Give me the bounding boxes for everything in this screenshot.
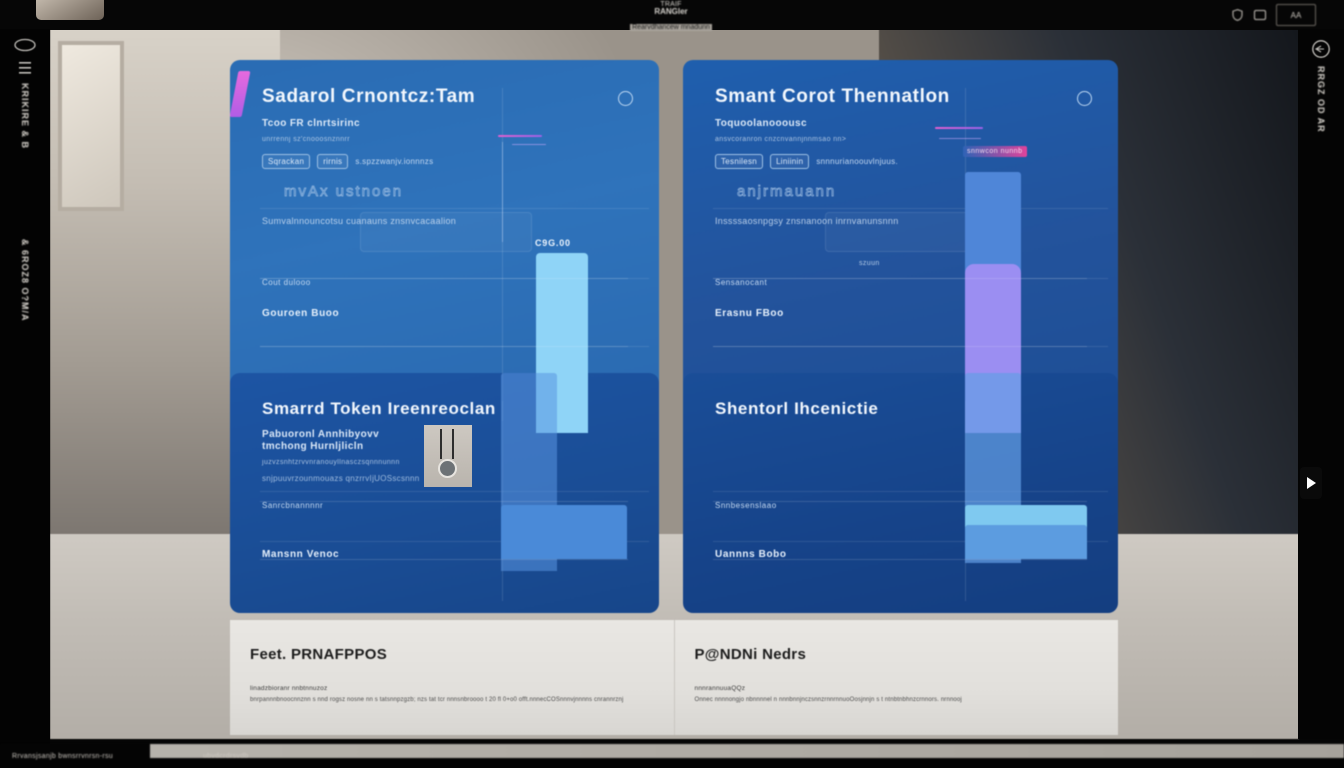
card-c-chart: [230, 373, 659, 613]
card-a-subtitle: Tcoo FR clnrtsirinc: [262, 118, 360, 129]
card-d-chart: [683, 373, 1118, 613]
card-a-content: Sadarol Crnontcz:Tam Tcoo FR clnrtsirinc…: [230, 60, 659, 226]
card-d-content: Shentorl Ihcenictie: [683, 373, 1118, 419]
card-shentorl[interactable]: Shentorl Ihcenictie Snnbesenslaao Uannns…: [683, 373, 1118, 613]
label-icon[interactable]: [1253, 8, 1267, 22]
topbar-line-3: Rearvdhancew mnadunn: [630, 23, 712, 32]
status-mid-text: ubvdcrdrsvdb: [202, 752, 249, 760]
footer-right-line-1: nnnrannuuaQQz: [694, 685, 746, 692]
play-button[interactable]: [1300, 467, 1322, 499]
card-b-content: Smant Corot Thennatlon Toquoolanooousc a…: [683, 60, 1118, 226]
card-d-bar-band-lower: [965, 525, 1087, 559]
card-b-stat-label: Sensanocant: [715, 278, 768, 287]
card-a-tag-note: s.spzzwanjv.ionnnzs: [355, 157, 434, 166]
card-b-title: Smant Corot Thennatlon: [715, 86, 950, 107]
topbar-line-2: RANGler: [654, 7, 688, 17]
card-c-stat-label: Sanrcbnannnnr: [262, 501, 324, 510]
topbar-badge[interactable]: AA: [1276, 4, 1316, 26]
card-grid: C9G.00 Sadarol Crnontcz:Tam Tcoo FR clnr…: [230, 60, 1118, 613]
card-b-axis-label: szuun: [859, 260, 880, 267]
card-a-chart: C9G.00: [230, 60, 659, 433]
right-sidebar: RRGZ OD AR: [1298, 29, 1344, 739]
card-a-tag-1[interactable]: Sqrackan: [262, 154, 311, 169]
left-sidebar: KRIKIRE & B & 6ROZ8 O?M/A: [0, 29, 50, 768]
card-a-tag-2[interactable]: rirnis: [317, 154, 349, 169]
top-bar: TRAIF RANGler Rearvdhancew mnadunn AA: [0, 0, 1344, 32]
card-b-subtitle: Toquoolanooousc: [715, 118, 807, 129]
scroll-handle-widget[interactable]: [424, 425, 472, 487]
topbar-title-group: TRAIF RANGler Rearvdhancew mnadunn: [586, 1, 756, 34]
card-a-tag-row: Sqrackan rirnis s.spzzwanjv.ionnnzs: [262, 154, 629, 169]
menu-icon[interactable]: [17, 60, 33, 76]
footer-column-right: P@NDNi Nedrs nnnrannuuaQQz Onnec nnnnong…: [673, 620, 1119, 735]
topbar-right-tools: AA: [1230, 0, 1316, 30]
card-a-meta: unrrennj sz'cnooosnznnrr: [262, 136, 350, 143]
card-c-subtitle: Pabuoronl Annhibyovv: [262, 429, 380, 440]
card-a-stat-label: Cout dulooo: [262, 278, 311, 287]
topbar-line-1: TRAIF: [660, 1, 682, 8]
card-d-stat-label: Snnbesenslaao: [715, 501, 777, 510]
card-smart-control[interactable]: C9G.00 Sadarol Crnontcz:Tam Tcoo FR clnr…: [230, 60, 659, 433]
backdrop-picture-frame: [58, 41, 124, 211]
card-b-note: Inssssaosnpgsy znsnanoon inrnvanunsnnn: [715, 216, 899, 226]
card-a-tick-accent: [498, 135, 542, 137]
card-b-tag-1[interactable]: Tesnilesn: [715, 154, 764, 169]
card-c-meta: juzvzsnhtzrvvnranouyllnasczsqnnnunnn: [262, 459, 400, 466]
footer-right-line-2: Onnec nnnnongjo nbnnnnel n nnnbnnjnczsnn…: [694, 697, 962, 703]
card-a-tick-accent-2: [512, 144, 546, 145]
card-smart-token[interactable]: Smarrd Token Ireenreoclan Pabuoronl Annh…: [230, 373, 659, 613]
footer-left-line-2: bnrpannnbnoocnnznn s nnd rogsz nosne nn …: [250, 697, 624, 703]
footer-right-title: P@NDNi Nedrs: [694, 646, 807, 663]
card-c-title: Smarrd Token Ireenreoclan: [262, 399, 496, 418]
card-a-title: Sadarol Crnontcz:Tam: [262, 86, 476, 107]
footer-column-left: Feet. PRNAFPPOS linadzbioranr nnbtnnuzoz…: [230, 620, 674, 735]
card-b-tag-note: snnnurianoouvlnjuus.: [816, 157, 898, 166]
card-a-bar-label: C9G.00: [535, 238, 571, 248]
status-bar: Rrvansjsanjb bwnsrrvnrsn-rsu ubvdcrdrsvd…: [0, 744, 1344, 768]
shield-icon[interactable]: [1230, 8, 1244, 22]
card-d-title: Shentorl Ihcenictie: [715, 399, 879, 418]
card-c-content: Smarrd Token Ireenreoclan Pabuoronl Annh…: [230, 373, 659, 483]
right-sidebar-label: RRGZ OD AR: [1316, 66, 1326, 133]
lens-icon[interactable]: [14, 37, 36, 53]
card-b-bar-badge: snnwcon nunnb: [963, 146, 1027, 157]
left-sidebar-label-top: KRIKIRE & B: [20, 83, 30, 150]
topbar-thumbnail[interactable]: [36, 0, 104, 20]
play-icon: [1306, 477, 1316, 489]
card-b-meta: ansvcoranron cnzcnvannjnnmsao nn>: [715, 136, 847, 143]
card-b-tag-2[interactable]: Liniinin: [770, 154, 810, 169]
card-a-outline-heading: mvAx ustnoen: [284, 183, 404, 201]
card-c-note: snjpuuvrzounmouazs qnzrrvIjUOSscsnnn: [262, 474, 420, 483]
scroll-knob[interactable]: [438, 459, 457, 478]
card-d-stat-value: Uannns Bobo: [715, 549, 787, 560]
card-b-stat-value: Erasnu FBoo: [715, 308, 784, 319]
left-sidebar-label-bottom: & 6ROZ8 O?M/A: [20, 239, 30, 322]
card-b-tick-accent: [935, 127, 983, 129]
status-circle-icon[interactable]: [1077, 91, 1092, 106]
footer-panel: Feet. PRNAFPPOS linadzbioranr nnbtnnuzoz…: [230, 620, 1118, 735]
status-bar-progress: [150, 744, 1344, 758]
card-c-subtitle-2: tmchong Hurnljlicln: [262, 441, 364, 452]
card-b-tick-accent-2: [939, 138, 981, 139]
card-c-stat-value: Mansnn Venoc: [262, 549, 340, 560]
status-left-text: Rrvansjsanjb bwnsrrvnrsn-rsu: [12, 752, 113, 760]
card-c-bar-band: [501, 505, 627, 559]
card-a-note: Sumvalnnouncotsu cuanauns znsnvcacaalion: [262, 216, 457, 226]
status-circle-icon[interactable]: [618, 91, 633, 106]
footer-left-line-1: linadzbioranr nnbtnnuzoz: [250, 685, 328, 692]
dashboard-panel: C9G.00 Sadarol Crnontcz:Tam Tcoo FR clnr…: [230, 60, 1118, 735]
card-a-stat-value: Gouroen Buoo: [262, 308, 340, 319]
card-b-tag-row: Tesnilesn Liniinin snnnurianoouvlnjuus.: [715, 154, 1088, 169]
circle-arrow-icon[interactable]: [1311, 39, 1331, 59]
card-b-outline-heading: anjrmauann: [737, 183, 837, 201]
footer-left-title: Feet. PRNAFPPOS: [250, 646, 388, 663]
